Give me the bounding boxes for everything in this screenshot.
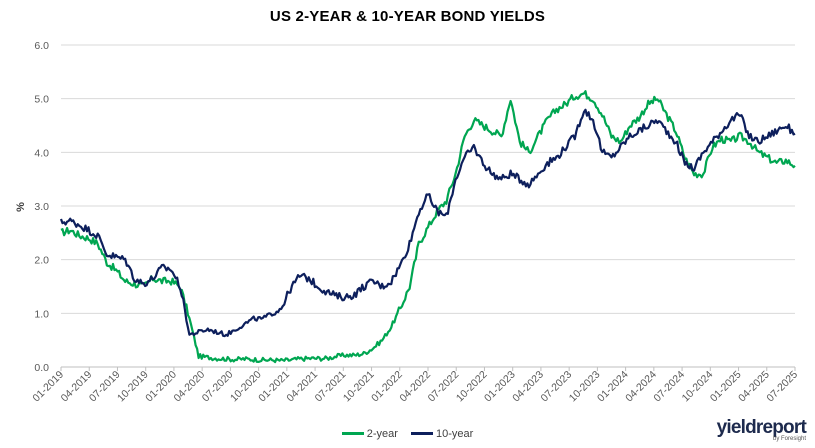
y-tick-label: 2.0 [34,255,49,267]
y-axis-ticks: 0.0 1.0 2.0 3.0 4.0 5.0 6.0 [34,40,49,374]
y-tick-label: 4.0 [34,147,49,159]
series-lines [59,90,796,364]
x-tick-label: 07-2025 [764,369,800,405]
series-line-10-year [59,108,796,338]
y-tick-label: 3.0 [34,201,49,213]
legend: 2-year 10-year [0,426,815,440]
y-axis-label: % [15,202,27,212]
legend-swatch-2-year [341,432,364,435]
legend-swatch-10-year [410,432,433,435]
series-line-2-year [60,90,796,364]
legend-item-10-year: 10-year [410,427,474,440]
legend-label-10-year: 10-year [435,427,474,440]
legend-item-2-year: 2-year [341,427,398,440]
x-axis-ticks: 01-201904-201907-201910-201901-202004-20… [30,367,800,404]
y-tick-label: 0.0 [34,362,49,374]
chart-title: US 2-YEAR & 10-YEAR BOND YIELDS [269,8,546,25]
y-tick-label: 6.0 [34,40,49,52]
gridlines [61,44,795,368]
brand-name: yieldreport [716,417,807,438]
y-tick-label: 1.0 [34,308,49,320]
y-tick-label: 5.0 [34,94,49,106]
brand-tagline: by Foresight [772,436,806,442]
yieldreport-logo: yieldreport by Foresight [716,417,807,443]
legend-label-2-year: 2-year [366,427,398,440]
